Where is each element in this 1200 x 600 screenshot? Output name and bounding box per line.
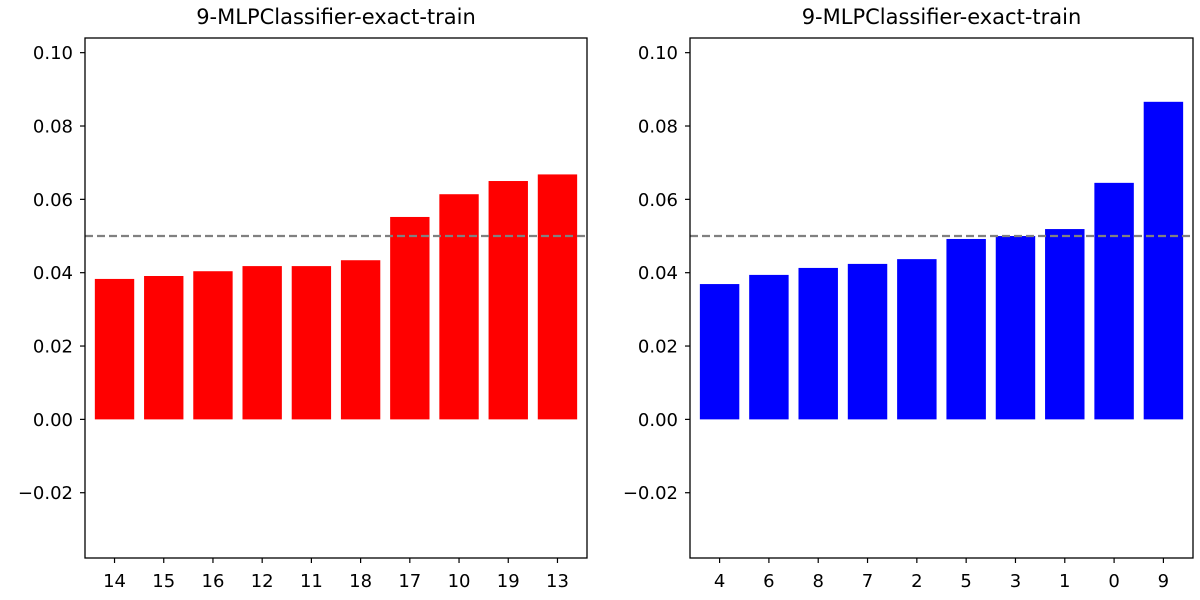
y-tick-label: −0.02: [623, 483, 678, 504]
bar-1: [1045, 229, 1085, 420]
bar-0: [1094, 182, 1134, 420]
x-tick-label: 18: [349, 571, 372, 592]
x-tick-label: 19: [497, 571, 520, 592]
chart-panel-right: 9-MLPClassifier-exact-train −0.02 0.00 0.02…: [623, 5, 1194, 592]
bar-9: [1143, 101, 1184, 420]
x-tick-label: 10: [448, 571, 471, 592]
x-tick-label: 2: [911, 571, 922, 592]
x-tick-label: 12: [251, 571, 274, 592]
y-tick-label: 0.06: [638, 190, 678, 211]
bar-16: [193, 271, 233, 420]
x-tick-label: 8: [812, 571, 823, 592]
x-tick-label: 3: [1010, 571, 1021, 592]
bar-7: [847, 263, 888, 420]
bar-13: [537, 174, 578, 420]
y-tick-label: 0.04: [33, 263, 73, 284]
bar-14: [94, 278, 135, 420]
y-tick-label: 0.00: [638, 410, 678, 431]
bar-12: [242, 266, 282, 420]
x-tick-label: 7: [862, 571, 873, 592]
bar-2: [897, 259, 937, 420]
x-tick-label: 17: [398, 571, 421, 592]
axes-frame: [689, 37, 1194, 559]
bar-4: [699, 284, 740, 420]
bar-11: [291, 266, 332, 420]
y-tick-label: 0.04: [638, 263, 678, 284]
y-tick-label: 0.06: [33, 190, 73, 211]
y-tick-label: 0.10: [33, 43, 73, 64]
bar-17: [390, 216, 430, 420]
y-tick-label: 0.02: [33, 337, 73, 358]
chart-title-right: 9-MLPClassifier-exact-train: [802, 5, 1082, 29]
x-tick-label: 13: [546, 571, 569, 592]
x-tick-label: 14: [103, 571, 126, 592]
chart-title-left: 9-MLPClassifier-exact-train: [196, 5, 476, 29]
x-tick-label: 11: [300, 571, 323, 592]
bar-6: [749, 274, 789, 420]
x-tick-label: 9: [1158, 571, 1169, 592]
x-tick-label: 0: [1108, 571, 1119, 592]
bar-10: [439, 194, 479, 420]
bar-18: [340, 260, 381, 420]
y-tick-label: −0.02: [18, 483, 73, 504]
y-tick-label: 0.08: [638, 117, 678, 138]
bar-15: [144, 276, 184, 420]
bar-19: [488, 181, 528, 420]
y-tick-label: 0.08: [33, 117, 73, 138]
y-tick-label: 0.02: [638, 337, 678, 358]
y-tick-label: 0.10: [638, 43, 678, 64]
bar-3: [995, 236, 1036, 420]
chart-panel-left: 9-MLPClassifier-exact-train −0.02 0.00 0.02…: [18, 5, 588, 592]
y-tick-label: 0.00: [33, 410, 73, 431]
x-tick-label: 6: [763, 571, 774, 592]
bar-5: [946, 238, 986, 420]
x-tick-label: 1: [1059, 571, 1070, 592]
axes-frame: [84, 37, 588, 559]
bar-8: [798, 267, 838, 420]
x-tick-label: 15: [152, 571, 175, 592]
x-tick-label: 5: [960, 571, 971, 592]
x-tick-label: 16: [202, 571, 225, 592]
x-tick-label: 4: [714, 571, 725, 592]
